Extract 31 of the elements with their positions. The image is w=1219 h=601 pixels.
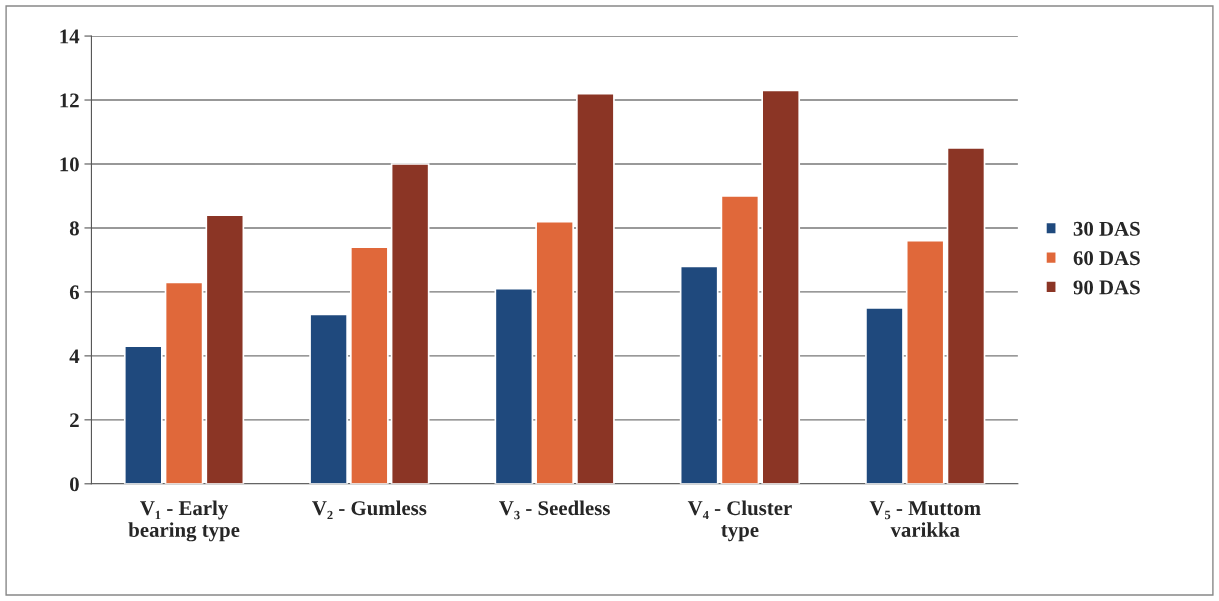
bar bbox=[761, 89, 801, 484]
x-tick-label: V₃ - Seedless bbox=[499, 500, 610, 520]
bar bbox=[679, 265, 719, 484]
bar bbox=[349, 246, 389, 484]
bar bbox=[494, 287, 534, 484]
x-tick-label: V₂ - Gumless bbox=[312, 500, 427, 520]
y-tick-label: 12 bbox=[60, 93, 79, 108]
bar bbox=[720, 195, 760, 484]
y-tick-label: 6 bbox=[69, 285, 80, 300]
bar bbox=[309, 313, 348, 484]
x-tick-label: V₁ - Early bearing type bbox=[128, 500, 240, 542]
legend-label: 90 DAS bbox=[1073, 280, 1140, 295]
bar bbox=[535, 220, 575, 484]
bar bbox=[905, 239, 945, 484]
y-tick-label: 2 bbox=[70, 413, 79, 428]
bar bbox=[390, 163, 430, 484]
bar bbox=[865, 307, 904, 484]
x-tick-label: V₄ - Cluster type bbox=[687, 500, 792, 542]
bar bbox=[123, 345, 163, 484]
legend-label: 60 DAS bbox=[1073, 251, 1140, 266]
y-tick-label: 10 bbox=[60, 157, 79, 172]
bar bbox=[164, 281, 204, 484]
y-tick-label: 14 bbox=[60, 29, 80, 44]
bar bbox=[576, 92, 615, 484]
x-tick-label: V₅ - Muttom varikka bbox=[869, 501, 981, 537]
bar bbox=[205, 214, 245, 484]
y-tick-label: 8 bbox=[69, 221, 79, 236]
y-tick-label: 0 bbox=[70, 477, 79, 492]
legend-label: 30 DAS bbox=[1073, 221, 1140, 236]
bar bbox=[946, 147, 986, 484]
y-tick-label: 4 bbox=[69, 349, 80, 364]
